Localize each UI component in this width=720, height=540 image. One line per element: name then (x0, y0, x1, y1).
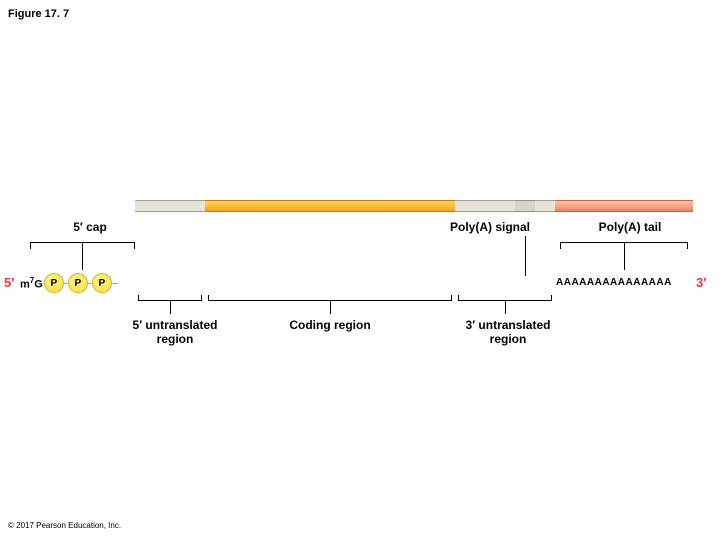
label-5cap: 5′ cap (60, 220, 120, 234)
pointer-polya-signal (525, 236, 526, 276)
seg-polya-signal (515, 200, 535, 212)
pointer-utr3 (505, 300, 506, 314)
copyright: © 2017 Pearson Education, Inc. (8, 521, 121, 530)
label-utr5: 5′ untranslated region (115, 318, 235, 346)
seg-utr5 (135, 200, 205, 212)
mrna-diagram: 5′ cap Poly(A) signal Poly(A) tail 5′ m7… (0, 200, 720, 400)
seg-utr3b (535, 200, 555, 212)
seg-utr3 (455, 200, 515, 212)
label-polya-tail: Poly(A) tail (580, 220, 680, 234)
p-circle-3: P (92, 273, 112, 293)
figure-title: Figure 17. 7 (8, 8, 69, 20)
three-prime-label: 3′ (696, 275, 706, 290)
seg-coding (205, 200, 455, 212)
pointer-coding (330, 300, 331, 314)
cap-group: m7G P P P (20, 273, 118, 293)
label-polya-signal: Poly(A) signal (430, 220, 550, 234)
five-prime-label: 5′ (4, 275, 14, 290)
m7g-text: m7G (20, 276, 43, 291)
m7g-m: m (20, 278, 30, 290)
p-link-3 (112, 283, 118, 284)
label-coding: Coding region (270, 318, 390, 332)
pointer-5cap (82, 242, 83, 270)
seg-polya-tail (555, 200, 693, 212)
p-circle-2: P (68, 273, 88, 293)
p-circle-1: P (44, 273, 64, 293)
m7g-g: G (34, 278, 43, 290)
label-utr3: 3′ untranslated region (448, 318, 568, 346)
polya-sequence: AAAAAAAAAAAAAAA (556, 277, 672, 288)
pointer-polya-tail (624, 242, 625, 270)
pointer-utr5 (170, 300, 171, 314)
